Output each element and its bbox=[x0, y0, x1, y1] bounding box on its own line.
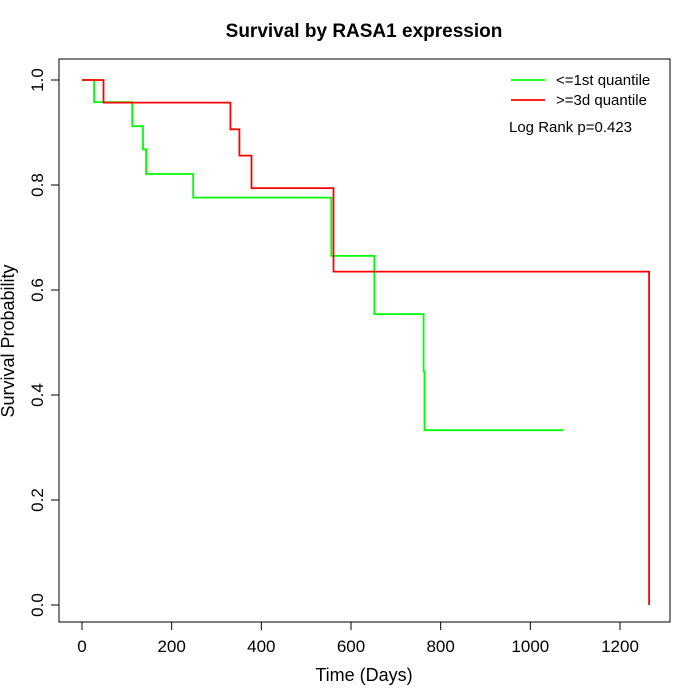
x-tick-label: 0 bbox=[77, 637, 86, 656]
x-tick-label: 1000 bbox=[511, 637, 549, 656]
series-line-2 bbox=[82, 79, 650, 605]
y-tick-label: 0.8 bbox=[28, 173, 47, 197]
y-axis: 0.0 0.2 0.4 0.6 0.8 1.0 bbox=[28, 68, 60, 617]
legend-label-2: >=3d quantile bbox=[556, 92, 647, 109]
x-tick-label: 800 bbox=[426, 637, 454, 656]
y-axis-label: Survival Probability bbox=[0, 264, 18, 417]
y-tick-label: 0.4 bbox=[28, 383, 47, 407]
x-tick-label: 400 bbox=[247, 637, 275, 656]
y-tick-label: 0.6 bbox=[28, 278, 47, 302]
x-axis: 0 200 400 600 800 1000 1200 bbox=[77, 621, 639, 656]
x-tick-label: 200 bbox=[157, 637, 185, 656]
x-tick-label: 600 bbox=[337, 637, 365, 656]
series-layer bbox=[82, 79, 650, 605]
series-line-1 bbox=[82, 79, 564, 432]
x-axis-label: Time (Days) bbox=[315, 665, 412, 685]
legend-label-1: <=1st quantile bbox=[556, 72, 650, 89]
chart-title: Survival by RASA1 expression bbox=[226, 21, 503, 42]
plot-frame bbox=[58, 58, 671, 623]
y-tick-label: 1.0 bbox=[28, 68, 47, 92]
x-tick-label: 1200 bbox=[601, 637, 639, 656]
log-rank-annotation: Log Rank p=0.423 bbox=[509, 119, 632, 136]
y-tick-label: 0.0 bbox=[28, 593, 47, 617]
legend: <=1st quantile >=3d quantile bbox=[511, 72, 650, 109]
y-tick-label: 0.2 bbox=[28, 488, 47, 512]
